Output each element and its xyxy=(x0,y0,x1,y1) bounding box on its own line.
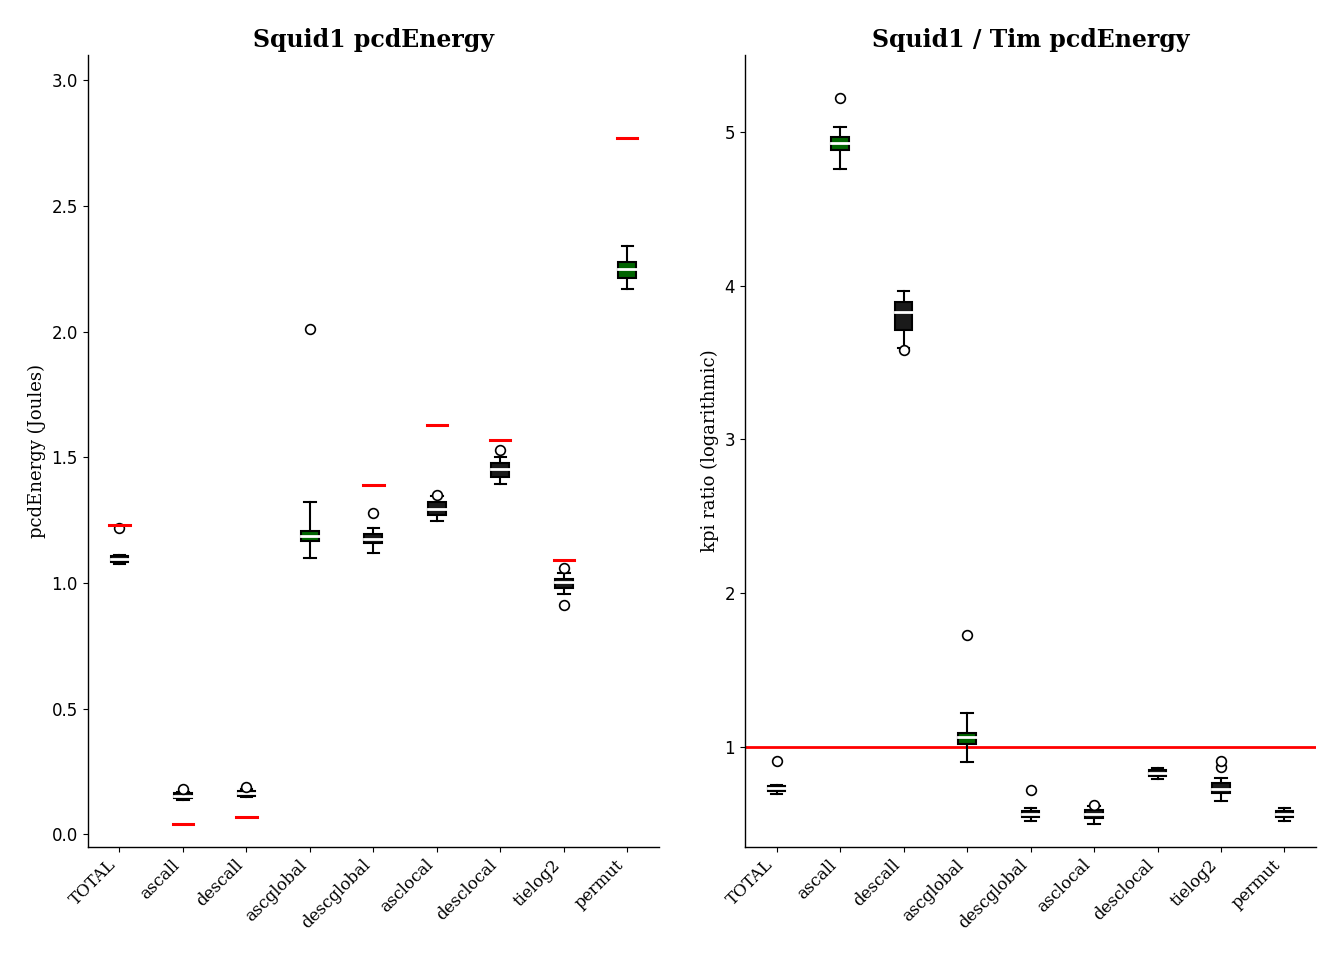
Bar xyxy=(1085,809,1103,818)
Bar xyxy=(767,786,785,791)
Bar xyxy=(1149,770,1167,776)
Bar xyxy=(1021,811,1039,817)
Bar xyxy=(173,793,192,799)
Bar xyxy=(364,534,382,542)
Bar xyxy=(555,579,573,588)
Bar xyxy=(1212,783,1230,793)
Y-axis label: kpi ratio (logarithmic): kpi ratio (logarithmic) xyxy=(700,349,719,552)
Title: Squid1 pcdEnergy: Squid1 pcdEnergy xyxy=(253,28,493,52)
Title: Squid1 / Tim pcdEnergy: Squid1 / Tim pcdEnergy xyxy=(872,28,1189,52)
Bar xyxy=(110,557,128,563)
Bar xyxy=(618,262,636,277)
Bar xyxy=(831,137,849,151)
Bar xyxy=(1275,811,1293,817)
Bar xyxy=(427,502,446,515)
Bar xyxy=(492,464,509,477)
Bar xyxy=(238,791,255,796)
Bar xyxy=(301,531,319,541)
Bar xyxy=(958,733,976,744)
Bar xyxy=(895,301,913,330)
Y-axis label: pcdEnergy (Joules): pcdEnergy (Joules) xyxy=(28,364,46,538)
